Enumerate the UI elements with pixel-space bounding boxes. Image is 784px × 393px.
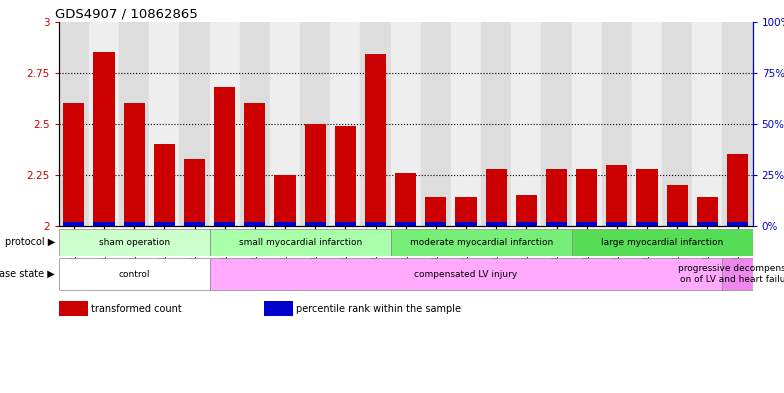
Bar	[305, 222, 326, 226]
Bar	[426, 222, 446, 226]
Bar	[666, 185, 688, 226]
Bar	[576, 169, 597, 226]
Text: sham operation: sham operation	[99, 238, 170, 246]
Bar	[93, 222, 114, 226]
Bar	[119, 22, 149, 226]
Bar	[330, 22, 361, 226]
Bar	[395, 222, 416, 226]
Bar	[637, 222, 658, 226]
Bar	[300, 22, 330, 226]
Text: control: control	[118, 270, 150, 279]
Text: compensated LV injury: compensated LV injury	[415, 270, 517, 279]
Bar	[149, 22, 180, 226]
Bar	[274, 222, 296, 226]
Bar	[723, 22, 753, 226]
Bar	[481, 22, 511, 226]
Bar	[632, 22, 662, 226]
Bar	[697, 197, 718, 226]
Bar	[511, 22, 542, 226]
Bar	[662, 22, 692, 226]
Bar	[572, 228, 753, 256]
Bar	[245, 222, 266, 226]
Bar	[245, 103, 266, 226]
Text: transformed count: transformed count	[91, 304, 182, 314]
Bar	[361, 22, 390, 226]
Bar	[124, 103, 145, 226]
Text: protocol ▶: protocol ▶	[5, 237, 55, 247]
Bar	[546, 169, 567, 226]
Bar	[154, 144, 175, 226]
Bar	[637, 169, 658, 226]
Text: large myocardial infarction: large myocardial infarction	[601, 238, 724, 246]
Bar	[93, 52, 114, 226]
Text: progressive decompensati
on of LV and heart failure: progressive decompensati on of LV and he…	[678, 264, 784, 284]
Bar	[124, 222, 145, 226]
Bar	[426, 197, 446, 226]
Text: GDS4907 / 10862865: GDS4907 / 10862865	[56, 7, 198, 20]
Bar	[263, 301, 292, 316]
Bar	[456, 222, 477, 226]
Bar	[184, 158, 205, 226]
Bar	[421, 22, 451, 226]
Bar	[485, 222, 506, 226]
Bar	[59, 228, 209, 256]
Text: moderate myocardial infarction: moderate myocardial infarction	[409, 238, 553, 246]
Bar	[697, 222, 718, 226]
Bar	[666, 222, 688, 226]
Bar	[365, 54, 386, 226]
Bar	[305, 124, 326, 226]
Bar	[516, 222, 537, 226]
Bar	[335, 126, 356, 226]
Bar	[451, 22, 481, 226]
Bar	[209, 228, 390, 256]
Bar	[390, 22, 421, 226]
Bar	[546, 222, 567, 226]
Bar	[723, 258, 753, 290]
Bar	[727, 222, 748, 226]
Bar	[485, 169, 506, 226]
Bar	[214, 87, 235, 226]
Bar	[390, 228, 572, 256]
Bar	[64, 222, 85, 226]
Bar	[542, 22, 572, 226]
Bar	[727, 154, 748, 226]
Bar	[365, 222, 386, 226]
Bar	[64, 103, 85, 226]
Bar	[606, 165, 627, 226]
Bar	[240, 22, 270, 226]
Text: percentile rank within the sample: percentile rank within the sample	[296, 304, 461, 314]
Text: disease state ▶: disease state ▶	[0, 269, 55, 279]
Bar	[516, 195, 537, 226]
Bar	[154, 222, 175, 226]
Bar	[180, 22, 209, 226]
Bar	[456, 197, 477, 226]
Bar	[209, 258, 723, 290]
Bar	[59, 22, 89, 226]
Text: small myocardial infarction: small myocardial infarction	[238, 238, 361, 246]
Bar	[395, 173, 416, 226]
Bar	[335, 222, 356, 226]
Bar	[692, 22, 723, 226]
Bar	[184, 222, 205, 226]
Bar	[214, 222, 235, 226]
Bar	[572, 22, 602, 226]
Bar	[89, 22, 119, 226]
Bar	[606, 222, 627, 226]
Bar	[274, 175, 296, 226]
Bar	[270, 22, 300, 226]
Bar	[602, 22, 632, 226]
Bar	[59, 301, 88, 316]
Bar	[59, 258, 209, 290]
Bar	[576, 222, 597, 226]
Bar	[209, 22, 240, 226]
